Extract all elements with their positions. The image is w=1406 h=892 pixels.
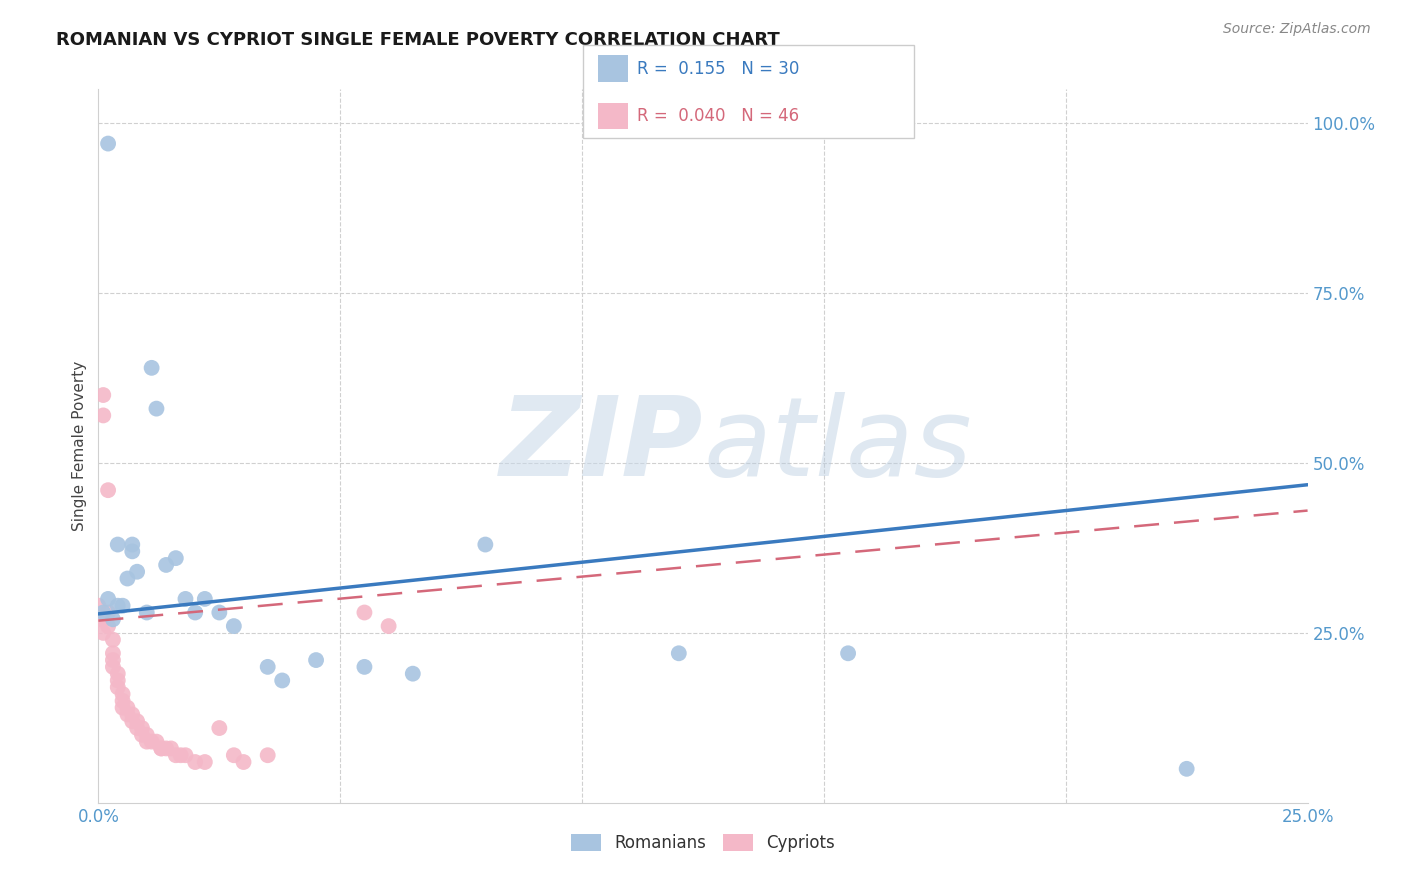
Text: atlas: atlas <box>703 392 972 500</box>
Point <box>127 565 149 579</box>
Point <box>141 360 163 375</box>
Point <box>256 660 278 674</box>
Point <box>101 653 124 667</box>
Point <box>87 599 110 613</box>
Point <box>111 687 134 701</box>
Point <box>107 680 129 694</box>
Point <box>305 653 328 667</box>
Point <box>155 558 177 572</box>
Point <box>121 537 143 551</box>
Point <box>145 401 167 416</box>
Point <box>117 572 139 586</box>
Y-axis label: Single Female Poverty: Single Female Poverty <box>72 361 87 531</box>
Point <box>91 606 114 620</box>
Point <box>107 673 129 688</box>
Text: ROMANIAN VS CYPRIOT SINGLE FEMALE POVERTY CORRELATION CHART: ROMANIAN VS CYPRIOT SINGLE FEMALE POVERT… <box>56 31 780 49</box>
Point <box>97 136 120 151</box>
Point <box>135 728 157 742</box>
Point <box>222 619 245 633</box>
Point <box>131 728 153 742</box>
Point <box>101 632 124 647</box>
Point <box>135 606 157 620</box>
Point <box>160 741 183 756</box>
Point <box>184 606 207 620</box>
Point <box>208 606 231 620</box>
Point <box>353 606 375 620</box>
Point <box>837 646 859 660</box>
Text: Source: ZipAtlas.com: Source: ZipAtlas.com <box>1223 22 1371 37</box>
Point <box>208 721 231 735</box>
Point <box>101 646 124 660</box>
Point <box>127 721 149 735</box>
Point <box>155 741 177 756</box>
Point <box>107 599 129 613</box>
Point <box>135 734 157 748</box>
Point <box>101 660 124 674</box>
Point <box>87 612 110 626</box>
Point <box>169 748 191 763</box>
Point <box>194 755 217 769</box>
Legend: Romanians, Cypriots: Romanians, Cypriots <box>564 827 842 859</box>
Point <box>1175 762 1198 776</box>
Point <box>117 707 139 722</box>
Point <box>271 673 294 688</box>
Point <box>127 714 149 729</box>
Point <box>91 409 114 423</box>
Point <box>474 537 496 551</box>
Point <box>97 591 120 606</box>
Point <box>107 537 129 551</box>
Point <box>111 700 134 714</box>
Point <box>165 551 187 566</box>
Point <box>121 544 143 558</box>
Point <box>111 599 134 613</box>
Text: R =  0.155   N = 30: R = 0.155 N = 30 <box>637 60 799 78</box>
Point <box>165 748 187 763</box>
Point <box>174 591 197 606</box>
Point <box>402 666 425 681</box>
Point <box>150 741 173 756</box>
Text: ZIP: ZIP <box>499 392 703 500</box>
Point <box>353 660 375 674</box>
Point <box>232 755 254 769</box>
Point <box>121 707 143 722</box>
Text: R =  0.040   N = 46: R = 0.040 N = 46 <box>637 107 799 125</box>
Point <box>668 646 690 660</box>
Point <box>117 700 139 714</box>
Point <box>174 748 197 763</box>
Point <box>91 612 114 626</box>
Point <box>97 483 120 498</box>
Point <box>377 619 399 633</box>
Point <box>111 694 134 708</box>
Point <box>107 666 129 681</box>
Point <box>97 606 120 620</box>
Point <box>91 388 114 402</box>
Point <box>91 626 114 640</box>
Point <box>141 734 163 748</box>
Point <box>194 591 217 606</box>
Point <box>145 734 167 748</box>
Point <box>184 755 207 769</box>
Point <box>222 748 245 763</box>
Point <box>121 714 143 729</box>
Point <box>101 612 124 626</box>
Point <box>97 619 120 633</box>
Point <box>131 721 153 735</box>
Point <box>256 748 278 763</box>
Point <box>150 741 173 756</box>
